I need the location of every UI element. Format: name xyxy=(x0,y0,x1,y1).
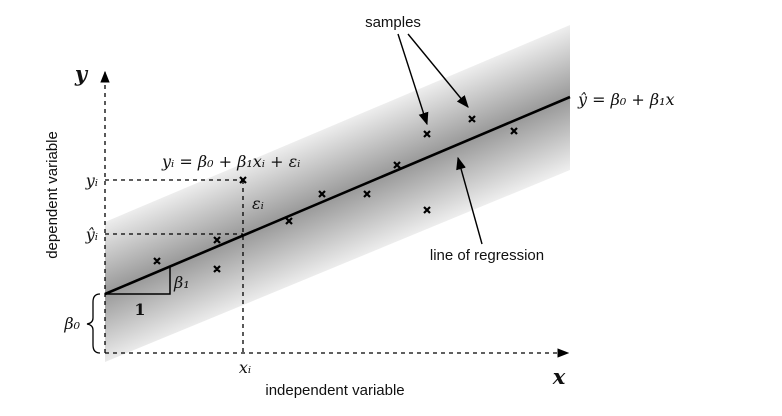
regression-label: line of regression xyxy=(430,247,544,264)
yi-label: yᵢ xyxy=(85,171,98,190)
sample-equation: yᵢ = β₀ + β₁xᵢ + εᵢ xyxy=(161,152,300,171)
y-axis-label: y xyxy=(74,61,89,86)
x-axis-label: x xyxy=(552,364,566,389)
y-axis-title: dependent variable xyxy=(44,131,61,259)
epsilon-label: εᵢ xyxy=(252,194,264,213)
regression-arrow xyxy=(456,156,483,245)
xi-label: xᵢ xyxy=(239,358,251,377)
samples-arrow xyxy=(397,33,429,126)
run-label: 1 xyxy=(134,300,145,319)
beta1-label: β₁ xyxy=(173,273,190,292)
confidence-band xyxy=(105,25,570,362)
beta0-label: β₀ xyxy=(63,314,80,333)
samples-arrow xyxy=(407,33,469,108)
sample-points xyxy=(153,115,518,273)
yhat-label: ŷᵢ xyxy=(85,225,98,244)
samples-label: samples xyxy=(365,14,421,31)
regression-line xyxy=(104,95,571,296)
slope-triangle xyxy=(105,266,171,295)
samples xyxy=(153,115,518,273)
intercept-brace xyxy=(86,293,101,354)
regression-equation: ŷ = β₀ + β₁x xyxy=(577,90,675,109)
x-axis-title: independent variable xyxy=(265,382,404,399)
